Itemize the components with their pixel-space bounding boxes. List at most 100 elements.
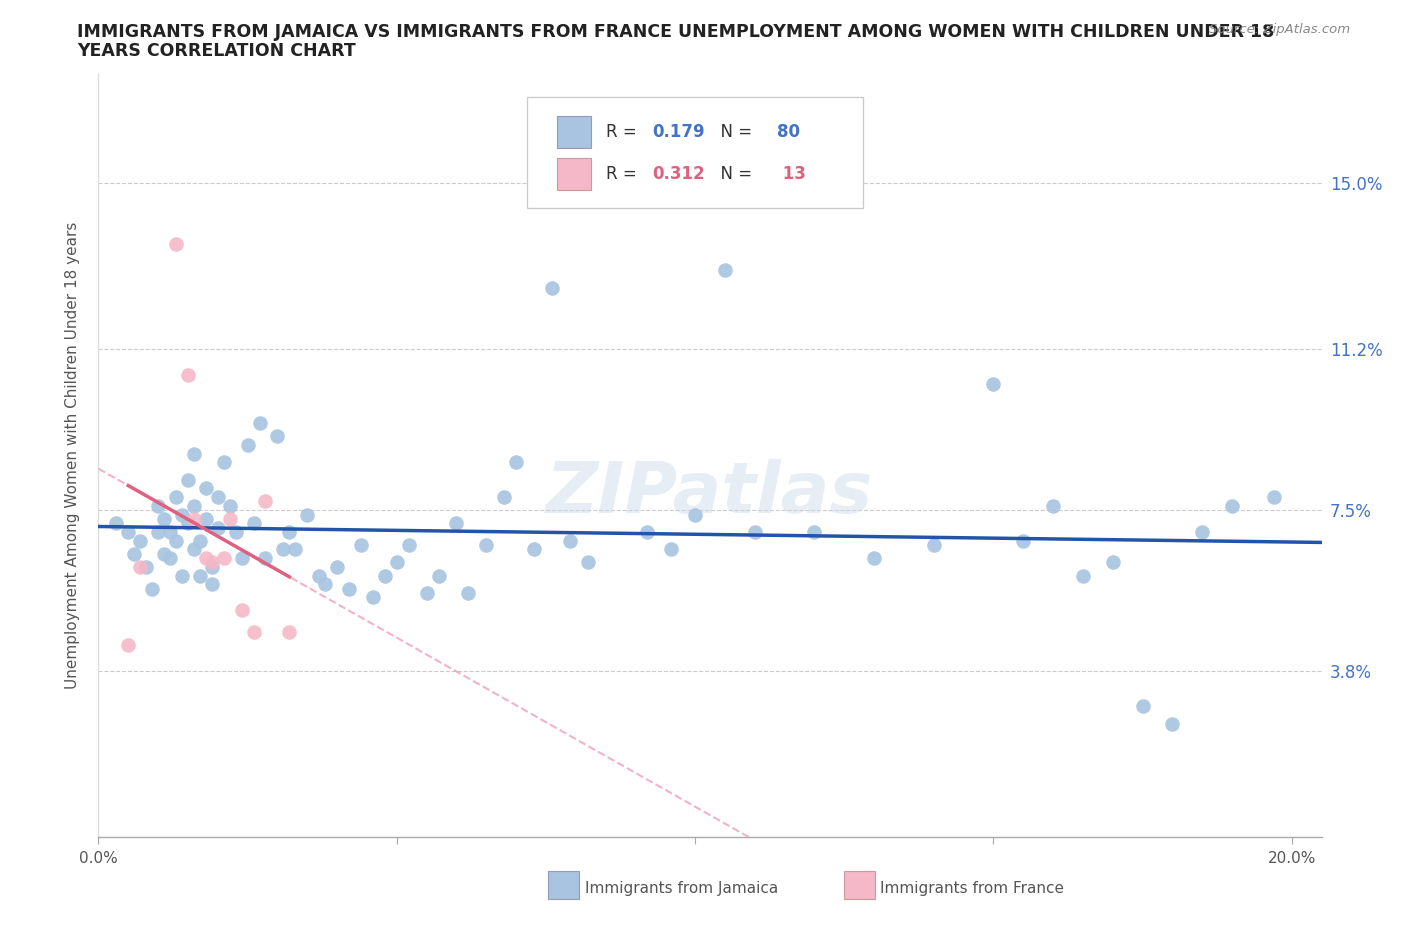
Point <box>558 533 581 548</box>
Text: N =: N = <box>710 123 752 140</box>
Point <box>183 542 205 557</box>
Point <box>188 533 211 548</box>
Point <box>183 446 205 461</box>
Point <box>201 555 224 570</box>
Point <box>242 625 264 640</box>
Point <box>122 546 145 561</box>
Point <box>427 568 450 583</box>
Point <box>1012 533 1035 548</box>
Point <box>284 542 307 557</box>
Point <box>165 237 187 252</box>
Point <box>278 525 301 539</box>
Point <box>188 568 211 583</box>
Point <box>576 555 599 570</box>
Point <box>236 437 259 452</box>
Point <box>194 481 217 496</box>
Point <box>254 494 277 509</box>
Point <box>1263 490 1285 505</box>
Point <box>1101 555 1123 570</box>
Point <box>350 538 373 552</box>
Point <box>863 551 886 565</box>
Point <box>170 507 193 522</box>
Point <box>231 603 253 618</box>
Point <box>194 551 217 565</box>
Point <box>505 455 527 470</box>
Point <box>165 490 187 505</box>
Point <box>201 577 224 591</box>
Text: Immigrants from France: Immigrants from France <box>880 881 1064 896</box>
Point <box>1071 568 1094 583</box>
Point <box>308 568 330 583</box>
Point <box>475 538 498 552</box>
Point <box>183 498 205 513</box>
Point <box>278 625 301 640</box>
FancyBboxPatch shape <box>526 98 863 208</box>
Point <box>398 538 420 552</box>
Point <box>153 546 176 561</box>
Point <box>225 525 247 539</box>
Point <box>141 581 163 596</box>
Point <box>159 525 181 539</box>
Text: IMMIGRANTS FROM JAMAICA VS IMMIGRANTS FROM FRANCE UNEMPLOYMENT AMONG WOMEN WITH : IMMIGRANTS FROM JAMAICA VS IMMIGRANTS FR… <box>77 23 1275 41</box>
Point <box>1132 698 1154 713</box>
Point <box>146 525 169 539</box>
Point <box>177 472 200 487</box>
Point <box>117 525 139 539</box>
Point <box>1161 716 1184 731</box>
Text: Source: ZipAtlas.com: Source: ZipAtlas.com <box>1209 23 1350 36</box>
Point <box>129 533 152 548</box>
FancyBboxPatch shape <box>557 115 592 148</box>
Point <box>177 516 200 531</box>
Point <box>117 638 139 653</box>
Text: Immigrants from Jamaica: Immigrants from Jamaica <box>585 881 778 896</box>
Point <box>249 416 271 431</box>
Point <box>212 551 235 565</box>
Text: 0.312: 0.312 <box>652 165 706 182</box>
Text: YEARS CORRELATION CHART: YEARS CORRELATION CHART <box>77 42 356 60</box>
Point <box>337 581 360 596</box>
Point <box>194 512 217 526</box>
Point <box>683 507 706 522</box>
Point <box>457 586 479 601</box>
Text: 13: 13 <box>778 165 806 182</box>
Point <box>1042 498 1064 513</box>
Point <box>922 538 945 552</box>
Point <box>129 559 152 574</box>
Text: R =: R = <box>606 165 643 182</box>
Point <box>744 525 766 539</box>
Point <box>361 590 384 604</box>
Point <box>636 525 658 539</box>
Point <box>165 533 187 548</box>
Point <box>541 281 564 296</box>
Point <box>212 455 235 470</box>
Point <box>714 263 737 278</box>
Point <box>803 525 825 539</box>
Point <box>297 507 319 522</box>
Point <box>374 568 396 583</box>
Point <box>207 490 229 505</box>
Point <box>153 512 176 526</box>
Text: N =: N = <box>710 165 752 182</box>
Point <box>314 577 336 591</box>
Point <box>983 377 1005 392</box>
Point <box>523 542 546 557</box>
Point <box>254 551 277 565</box>
Point <box>207 520 229 535</box>
Point <box>218 512 240 526</box>
Point <box>326 559 349 574</box>
Point <box>170 568 193 583</box>
Point <box>159 551 181 565</box>
Point <box>494 490 516 505</box>
Point <box>1191 525 1213 539</box>
Point <box>105 516 128 531</box>
Point <box>201 559 224 574</box>
Point <box>415 586 437 601</box>
Point <box>1220 498 1243 513</box>
Point <box>242 516 264 531</box>
FancyBboxPatch shape <box>557 157 592 190</box>
Point <box>146 498 169 513</box>
Point <box>446 516 468 531</box>
Point <box>231 551 253 565</box>
Text: 80: 80 <box>778 123 800 140</box>
Point <box>385 555 408 570</box>
